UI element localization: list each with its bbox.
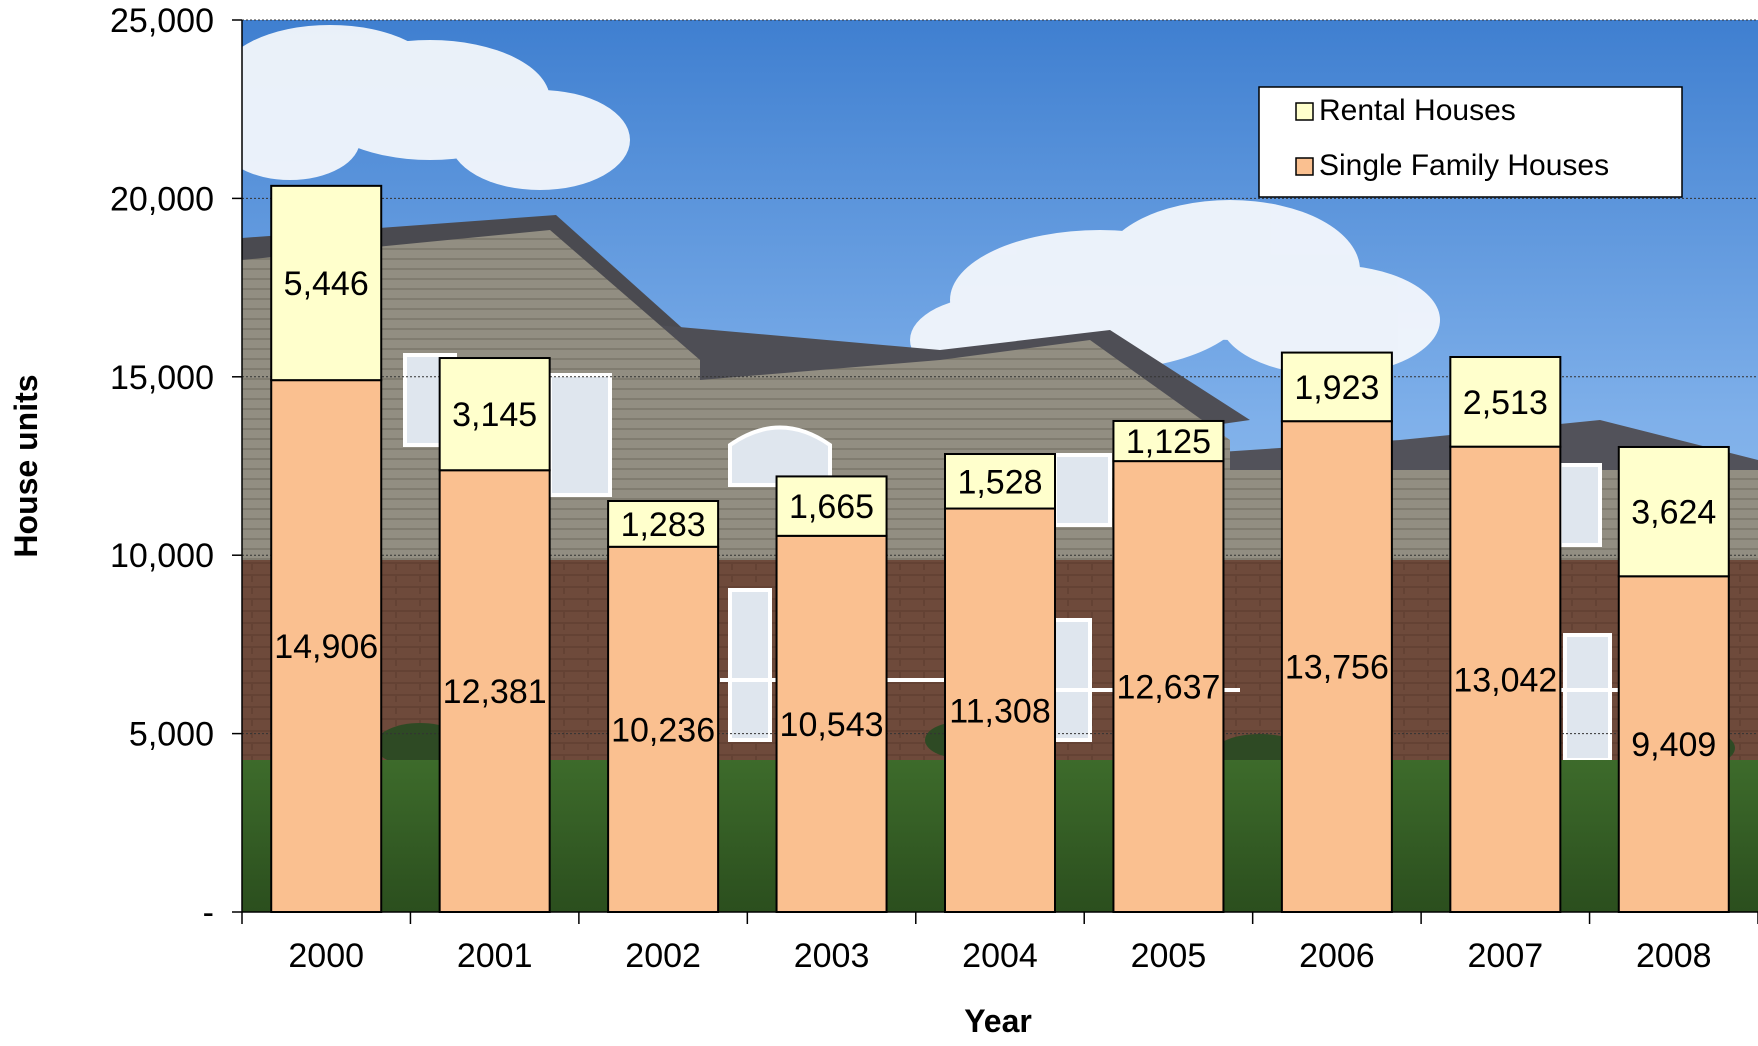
data-label-rental-2006: 1,923 <box>1294 369 1379 407</box>
x-tick-label-2002: 2002 <box>625 937 701 975</box>
y-tick-label: 20,000 <box>110 180 214 218</box>
data-label-single-family-2000: 14,906 <box>274 628 378 666</box>
legend-box <box>1258 86 1683 198</box>
y-axis-title: House units <box>8 374 44 557</box>
data-label-single-family-2006: 13,756 <box>1285 649 1389 687</box>
legend-label-rental: Rental Houses <box>1319 94 1516 127</box>
data-label-rental-2008: 3,624 <box>1631 494 1716 532</box>
data-label-single-family-2003: 10,543 <box>780 706 884 744</box>
bar-rental-2006 <box>1280 351 1393 423</box>
bar-rental-2001 <box>438 357 551 472</box>
x-tick-label-2003: 2003 <box>794 937 870 975</box>
x-tick-label-2007: 2007 <box>1468 937 1544 975</box>
x-tick-label-2001: 2001 <box>457 937 533 975</box>
bar-rental-2000 <box>270 184 383 382</box>
x-axis-title: Year <box>964 1003 1032 1039</box>
bars <box>270 184 1730 914</box>
data-labels: 14,906 5,446 12,381 3,145 10,236 1,283 10,543 1… <box>274 265 1716 764</box>
legend: Rental Houses Single Family Houses <box>1258 86 1683 198</box>
bar-single-family-2008 <box>1617 575 1730 913</box>
data-label-single-family-2004: 11,308 <box>949 692 1050 730</box>
y-tick-label: 25,000 <box>110 2 214 40</box>
y-tick-label: 10,000 <box>110 537 214 575</box>
bar-single-family-2006 <box>1280 420 1393 913</box>
legend-swatch-single-family <box>1295 157 1314 176</box>
x-tick-label-2000: 2000 <box>288 937 364 975</box>
cloud-center <box>910 200 1440 385</box>
x-tick-label-2008: 2008 <box>1636 937 1712 975</box>
bar-rental-2003 <box>775 475 888 537</box>
y-tick-label: 5,000 <box>129 716 214 754</box>
data-label-single-family-2005: 12,637 <box>1116 669 1220 707</box>
y-tick-label: 15,000 <box>110 359 214 397</box>
bar-single-family-2000 <box>270 379 383 913</box>
x-tick-label-2006: 2006 <box>1299 937 1375 975</box>
cloud-left <box>242 25 630 190</box>
bar-single-family-2002 <box>607 545 720 914</box>
data-label-rental-2004: 1,528 <box>957 463 1042 501</box>
data-label-rental-2002: 1,283 <box>621 506 706 544</box>
data-label-single-family-2001: 12,381 <box>443 673 547 711</box>
data-label-single-family-2007: 13,042 <box>1453 661 1557 699</box>
legend-swatch-rental <box>1295 102 1314 121</box>
data-label-rental-2003: 1,665 <box>789 488 874 526</box>
bar-rental-2008 <box>1617 445 1730 578</box>
bar-rental-2005 <box>1112 419 1225 463</box>
x-tick-label-2004: 2004 <box>962 937 1038 975</box>
data-label-rental-2001: 3,145 <box>452 396 537 434</box>
y-tick-label: - <box>203 894 214 932</box>
bar-single-family-2004 <box>944 507 1056 913</box>
bar-rental-2007 <box>1449 355 1562 448</box>
x-tick-label-2005: 2005 <box>1131 937 1207 975</box>
bar-rental-2002 <box>607 500 720 548</box>
data-label-single-family-2008: 9,409 <box>1631 726 1716 764</box>
data-label-rental-2000: 5,446 <box>284 265 369 303</box>
tick-labels: - 5,000 10,000 15,000 20,000 25,000 2000 2001 20… <box>110 2 1712 975</box>
data-label-single-family-2002: 10,236 <box>611 711 715 749</box>
bar-rental-2004 <box>944 453 1056 510</box>
bar-single-family-2003 <box>775 534 888 913</box>
bar-single-family-2001 <box>438 469 551 913</box>
data-label-rental-2007: 2,513 <box>1463 384 1548 422</box>
data-label-rental-2005: 1,125 <box>1126 423 1211 461</box>
legend-label-single-family: Single Family Houses <box>1319 149 1609 182</box>
